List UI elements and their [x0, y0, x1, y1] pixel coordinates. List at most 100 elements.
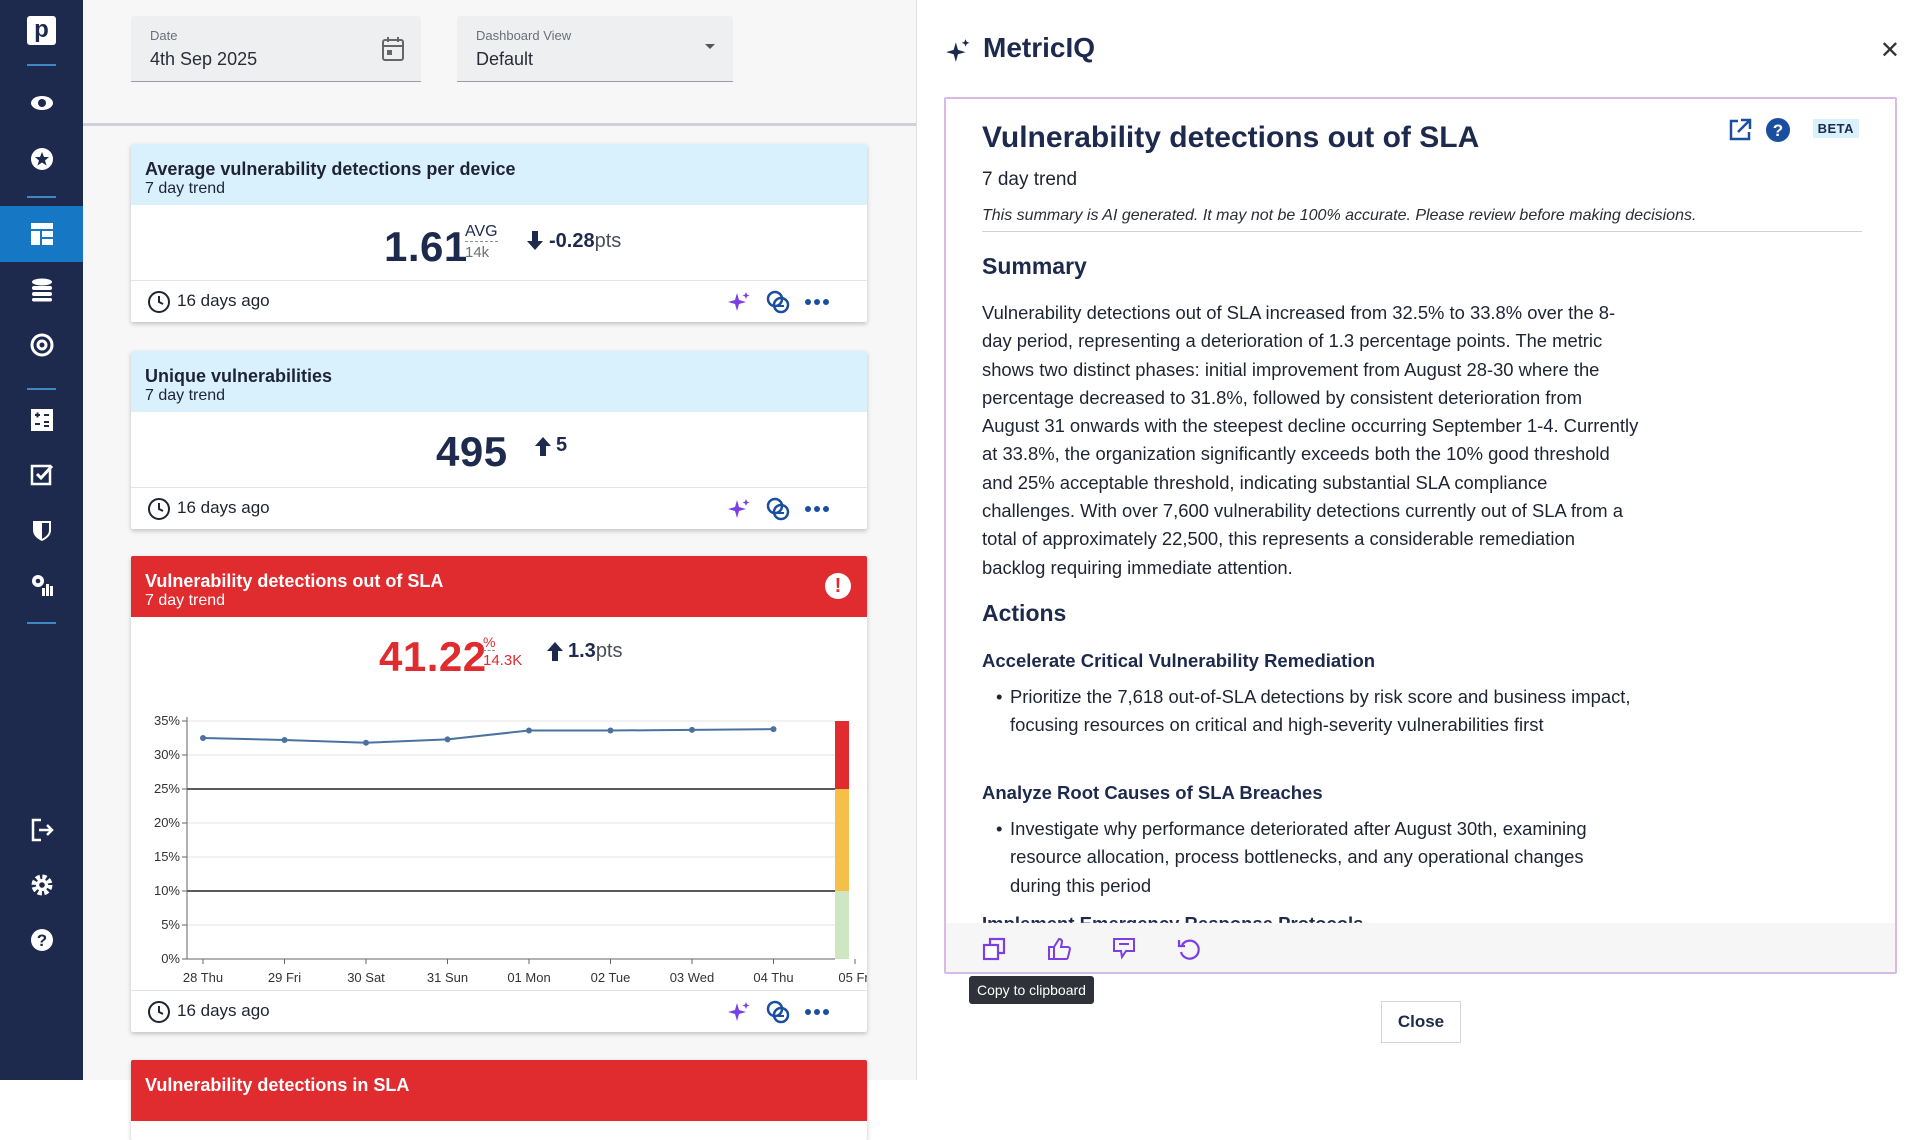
delta-unit: pts — [595, 640, 623, 662]
dashboard-area: Date 4th Sep 2025 Dashboard View Default… — [83, 0, 916, 1140]
box-actions: ? — [1727, 117, 1791, 143]
summary-subtitle: 7 day trend — [982, 169, 1078, 190]
action-title: Implement Emergency Response Protocols — [982, 913, 1363, 923]
metric-row: 495 5 — [131, 412, 867, 492]
y-tick-label: 30% — [154, 747, 180, 762]
sidebar-item-admin[interactable] — [0, 560, 83, 610]
dashboard-view-label: Dashboard View — [476, 28, 572, 43]
x-tick-label: 02 Tue — [591, 970, 631, 985]
metric-delta: 1.3pts — [568, 640, 623, 663]
sidebar-item-tasks[interactable] — [0, 450, 83, 500]
thumbs-down-button[interactable] — [1109, 934, 1139, 964]
card-header: Vulnerability detections out of SLA 7 da… — [131, 556, 867, 617]
compare-button[interactable] — [764, 495, 792, 523]
calendar-icon[interactable] — [381, 36, 405, 62]
sparkle-icon — [728, 499, 750, 518]
svg-text:?: ? — [36, 931, 46, 950]
alert-icon: ! — [825, 573, 851, 599]
filter-bar: Date 4th Sep 2025 Dashboard View Default — [83, 0, 916, 126]
ai-disclaimer: This summary is AI generated. It may not… — [982, 207, 1862, 232]
metric-card-out-of-sla[interactable]: Vulnerability detections out of SLA 7 da… — [131, 556, 867, 1032]
help-icon[interactable]: ? — [1765, 117, 1791, 143]
sidebar-divider — [27, 388, 56, 390]
shield-icon — [32, 521, 51, 541]
database-icon — [31, 278, 52, 302]
data-point — [689, 726, 695, 733]
card-title: Unique vulnerabilities — [145, 366, 333, 386]
card-subtitle: 7 day trend — [145, 387, 226, 404]
ai-insight-button[interactable] — [725, 495, 753, 523]
x-tick-label: 29 Fri — [268, 970, 301, 985]
copy-icon — [982, 937, 1006, 961]
sidebar-item-dashboards[interactable] — [0, 206, 83, 262]
dashboard-view-value: Default — [476, 49, 534, 69]
sidebar-item-help[interactable]: ? — [0, 915, 83, 965]
sidebar: p ? — [0, 0, 83, 1080]
metric-row: 1.61 AVG 14k -0.28pts — [131, 205, 867, 285]
compare-button[interactable] — [764, 288, 792, 316]
sidebar-item-settings[interactable] — [0, 860, 83, 910]
target-icon — [30, 333, 53, 357]
ai-insight-button[interactable] — [725, 998, 753, 1026]
y-tick-label: 0% — [161, 951, 180, 966]
sparkle-icon — [728, 1002, 750, 1021]
panel-title: MetricIQ — [983, 32, 1096, 63]
more-icon — [805, 506, 829, 512]
metric-card-in-sla[interactable]: Vulnerability detections in SLA — [131, 1060, 867, 1140]
sidebar-item-logout[interactable] — [0, 805, 83, 855]
beta-badge: BETA — [1812, 119, 1859, 138]
clock-icon — [148, 291, 170, 313]
data-point — [526, 727, 532, 734]
open-external-icon[interactable] — [1727, 117, 1753, 143]
metric-unit: AVG — [465, 223, 498, 242]
more-options-button[interactable] — [803, 998, 831, 1026]
more-icon — [805, 299, 829, 305]
refresh-icon — [1177, 939, 1200, 960]
action-title: Analyze Root Causes of SLA Breaches — [982, 782, 1323, 803]
y-tick-label: 15% — [154, 849, 180, 864]
metric-delta: 5 — [556, 434, 567, 457]
close-button[interactable]: Close — [1381, 1001, 1461, 1043]
sidebar-item-targets[interactable] — [0, 320, 83, 370]
app-logo[interactable]: p — [27, 16, 56, 45]
dashboard-view-select[interactable]: Dashboard View Default — [457, 16, 733, 82]
copy-button[interactable] — [979, 934, 1009, 964]
metric-card-avg-detections[interactable]: Average vulnerability detections per dev… — [131, 144, 867, 322]
data-point — [444, 736, 451, 743]
star-badge-icon — [30, 148, 53, 170]
close-icon[interactable]: ✕ — [1879, 37, 1900, 64]
x-tick-label: 31 Sun — [427, 970, 468, 985]
more-options-button[interactable] — [803, 288, 831, 316]
sidebar-item-data[interactable] — [0, 265, 83, 315]
series-line — [202, 728, 774, 744]
ai-insight-button[interactable] — [725, 288, 753, 316]
dashboard-icon — [30, 223, 53, 245]
date-picker[interactable]: Date 4th Sep 2025 — [131, 16, 421, 82]
checklist-icon — [30, 464, 53, 486]
compare-button[interactable] — [764, 998, 792, 1026]
data-point — [363, 739, 369, 746]
metric-card-unique-vulns[interactable]: Unique vulnerabilities 7 day trend 495 5… — [131, 351, 867, 529]
sidebar-item-overview[interactable] — [0, 78, 83, 128]
help-icon: ? — [30, 929, 53, 951]
sidebar-item-calculations[interactable] — [0, 395, 83, 445]
thumbs-down-icon — [1113, 938, 1135, 960]
y-tick-label: 20% — [154, 815, 180, 830]
ai-summary-box: Vulnerability detections out of SLA ? BE… — [944, 97, 1897, 974]
card-subtitle: 7 day trend — [145, 592, 226, 609]
regenerate-button[interactable] — [1174, 934, 1204, 964]
last-updated: 16 days ago — [177, 498, 270, 517]
y-tick-label: 5% — [161, 917, 180, 932]
x-tick-label: 03 Wed — [670, 970, 715, 985]
sidebar-item-security[interactable] — [0, 505, 83, 555]
x-tick-label: 30 Sat — [347, 970, 385, 985]
more-options-button[interactable] — [803, 495, 831, 523]
card-header: Unique vulnerabilities 7 day trend — [131, 351, 867, 412]
card-header: Vulnerability detections in SLA — [131, 1060, 867, 1121]
sparkle-icon — [946, 39, 970, 62]
metric-row: 41.22 % 14.3K 1.3pts — [131, 617, 867, 697]
arrow-up-icon — [535, 437, 551, 456]
thumbs-up-button[interactable] — [1044, 934, 1074, 964]
svg-text:?: ? — [1773, 121, 1783, 140]
sidebar-item-favorites[interactable] — [0, 134, 83, 184]
